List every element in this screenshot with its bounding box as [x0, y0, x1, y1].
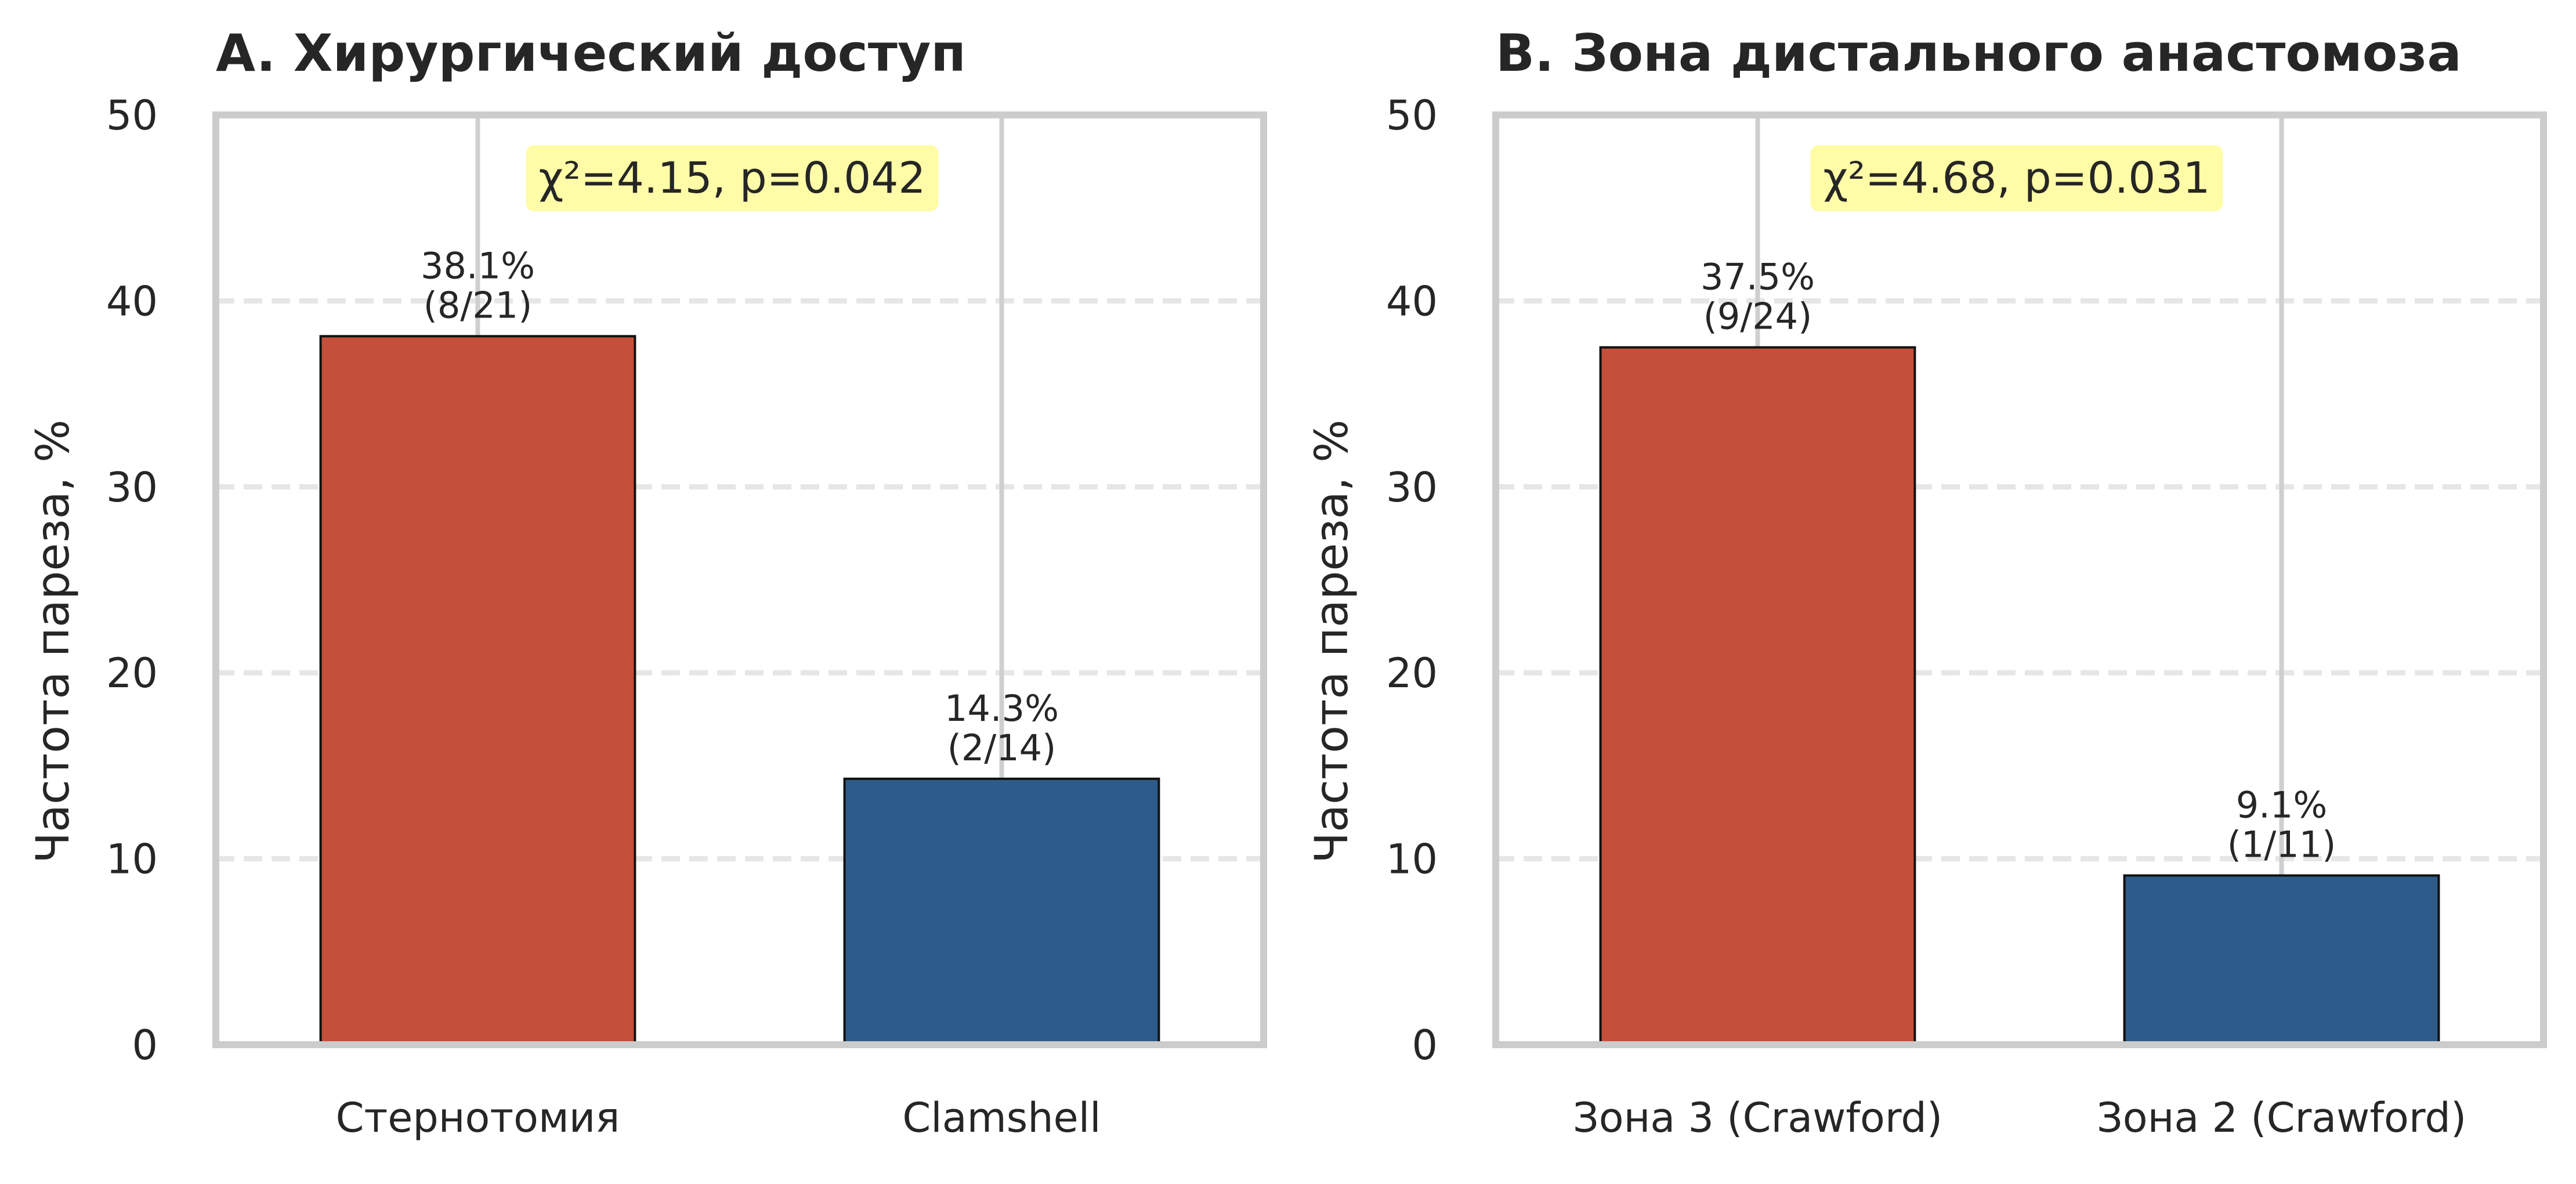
- panel-b-x-tick-label: Зона 2 (Crawford): [2097, 1094, 2466, 1142]
- panel-b-y-tick-label: 40: [1386, 277, 1438, 325]
- panel-b-title: B. Зона дистального анастомоза: [1496, 23, 2462, 83]
- panel-a-plot-area: 38.1%(8/21) 14.3%(2/14) 0 10 20 30 40 50 Стернот…: [106, 92, 1267, 1142]
- panel-b-plot-area: 37.5%(9/24) 9.1%(1/11) 0 10 20 30 40 50 Зона 3 (…: [1386, 92, 2547, 1142]
- panel-b-bar-count-label: (9/24): [1703, 295, 1812, 338]
- panel-a-bar-count-label: (8/21): [424, 284, 533, 326]
- panel-b-y-tick-label: 50: [1386, 92, 1438, 139]
- panel-a: A. Хирургический доступ Частота пареза, …: [27, 23, 1267, 1142]
- panel-a-y-tick-label: 50: [106, 92, 158, 139]
- panel-b-x-tick-label: Зона 3 (Crawford): [1573, 1094, 1942, 1142]
- panel-b-bar-value-label: 9.1%: [2236, 784, 2328, 826]
- panel-b-y-tick-label: 10: [1386, 836, 1438, 883]
- panel-a-y-tick-label: 40: [106, 277, 158, 325]
- panel-b-y-tick-label: 20: [1386, 649, 1438, 697]
- panel-a-x-tick-label: Стернотомия: [336, 1094, 620, 1142]
- panel-a-title: A. Хирургический доступ: [216, 23, 966, 83]
- panel-b-bar-count-label: (1/11): [2227, 823, 2336, 865]
- panel-a-bar-value-label: 14.3%: [945, 687, 1059, 730]
- panel-a-bar: [843, 777, 1160, 1046]
- panel-b-bar: [1599, 346, 1916, 1046]
- panel-b-y-tick-label: 30: [1386, 464, 1438, 511]
- panel-b-stat-text: χ²=4.68, p=0.031: [1823, 153, 2210, 203]
- panel-a-axes-frame: [212, 111, 1267, 1048]
- panel-b-bar: [2123, 874, 2440, 1046]
- panel-b-axes-frame: [1492, 111, 2547, 1048]
- panel-b: B. Зона дистального анастомоза Частота п…: [1306, 23, 2547, 1142]
- panel-b-y-tick-label: 0: [1412, 1021, 1438, 1069]
- panel-a-bar: [319, 335, 636, 1046]
- panel-b-stat-annotation: χ²=4.68, p=0.031: [1810, 145, 2223, 211]
- panel-a-y-tick-label: 10: [106, 836, 158, 883]
- panel-a-y-axis-label: Частота пареза, %: [27, 420, 79, 864]
- panel-b-stat-box: [1810, 145, 2223, 211]
- panel-b-bar-value-label: 37.5%: [1701, 256, 1815, 298]
- panel-a-stat-annotation: χ²=4.15, p=0.042: [526, 145, 939, 211]
- panel-a-bar-value-label: 38.1%: [421, 244, 535, 287]
- panel-a-stat-text: χ²=4.15, p=0.042: [538, 153, 925, 203]
- panel-a-y-tick-label: 30: [106, 464, 158, 511]
- panel-a-y-tick-label: 20: [106, 649, 158, 697]
- panel-a-bar-count-label: (2/14): [947, 727, 1057, 769]
- panel-a-stat-box: [526, 145, 939, 211]
- panel-a-y-tick-label: 0: [132, 1021, 158, 1069]
- panel-b-y-axis-label: Частота пареза, %: [1306, 420, 1358, 864]
- panel-a-x-tick-label: Clamshell: [902, 1094, 1101, 1142]
